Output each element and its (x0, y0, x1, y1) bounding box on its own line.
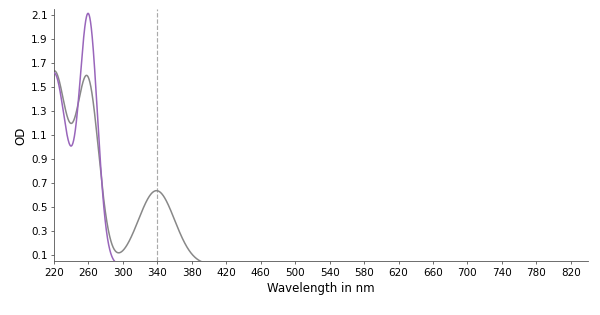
Y-axis label: OD: OD (14, 126, 27, 145)
X-axis label: Wavelength in nm: Wavelength in nm (267, 282, 375, 295)
